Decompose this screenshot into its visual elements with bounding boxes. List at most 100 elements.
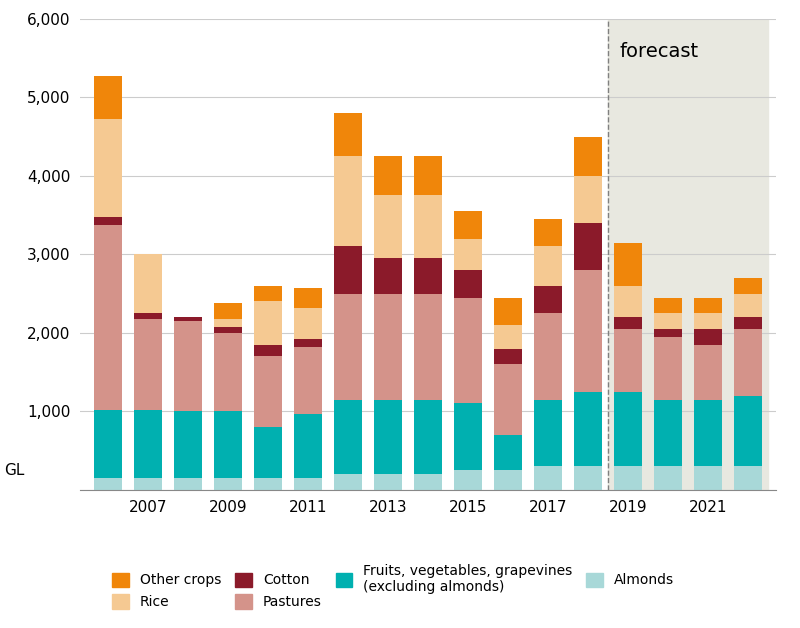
Bar — [694, 399, 722, 466]
Bar — [94, 217, 122, 225]
Bar — [294, 339, 322, 347]
Bar — [294, 347, 322, 414]
Bar — [94, 119, 122, 217]
Bar — [574, 176, 602, 223]
Bar — [574, 270, 602, 392]
Bar — [574, 466, 602, 490]
Text: forecast: forecast — [620, 42, 699, 62]
Bar — [454, 211, 482, 239]
Bar — [294, 414, 322, 478]
Bar — [734, 466, 762, 490]
Bar — [414, 195, 442, 258]
Bar — [654, 337, 682, 399]
Bar — [694, 329, 722, 345]
Bar — [494, 364, 522, 435]
Bar — [174, 478, 202, 490]
Bar — [734, 317, 762, 329]
Bar — [534, 246, 562, 286]
Bar — [174, 317, 202, 321]
Bar — [494, 298, 522, 325]
Bar — [414, 399, 442, 474]
Bar — [174, 321, 202, 411]
Bar — [214, 478, 242, 490]
Bar — [94, 76, 122, 119]
Bar — [94, 409, 122, 478]
Bar — [414, 474, 442, 490]
Bar — [494, 470, 522, 490]
Bar — [174, 411, 202, 478]
Bar — [534, 466, 562, 490]
Bar — [454, 404, 482, 470]
Bar — [294, 288, 322, 308]
Bar — [214, 327, 242, 333]
Bar — [254, 356, 282, 427]
Bar — [414, 294, 442, 399]
Bar — [414, 156, 442, 195]
Bar — [454, 270, 482, 298]
Text: GL: GL — [4, 463, 24, 478]
Legend: Other crops, Rice, Cotton, Pastures, Fruits, vegetables, grapevines
(excluding a: Other crops, Rice, Cotton, Pastures, Fru… — [106, 558, 680, 615]
Bar — [534, 313, 562, 399]
Bar — [654, 313, 682, 329]
Bar — [454, 298, 482, 404]
Bar — [694, 466, 722, 490]
Bar — [734, 293, 762, 317]
Bar — [574, 137, 602, 176]
Bar — [494, 349, 522, 364]
Bar — [214, 333, 242, 411]
Bar — [134, 320, 162, 409]
Bar — [534, 219, 562, 246]
Bar — [334, 474, 362, 490]
Bar — [534, 399, 562, 466]
Bar — [254, 286, 282, 301]
Bar — [534, 286, 562, 313]
Bar — [254, 427, 282, 478]
Bar — [134, 478, 162, 490]
Bar — [294, 308, 322, 339]
Bar — [574, 392, 602, 466]
Bar — [374, 195, 402, 258]
Bar — [574, 223, 602, 270]
Bar — [334, 156, 362, 246]
Bar — [654, 298, 682, 313]
Bar — [654, 399, 682, 466]
Bar — [614, 317, 642, 329]
Bar — [614, 286, 642, 317]
Bar — [494, 435, 522, 470]
Bar — [374, 156, 402, 195]
Bar — [454, 239, 482, 270]
Bar — [214, 303, 242, 319]
Bar — [374, 258, 402, 294]
Bar — [734, 396, 762, 466]
Bar — [694, 298, 722, 313]
Bar — [734, 278, 762, 294]
Bar — [694, 345, 722, 399]
Bar — [454, 470, 482, 490]
Bar — [374, 294, 402, 399]
Bar — [94, 478, 122, 490]
Bar — [614, 392, 642, 466]
Bar — [654, 466, 682, 490]
Bar — [134, 254, 162, 313]
Bar — [214, 411, 242, 478]
Bar — [134, 313, 162, 320]
Bar — [294, 478, 322, 490]
Bar — [614, 466, 642, 490]
Bar — [414, 258, 442, 294]
Bar — [608, 19, 768, 490]
Bar — [334, 399, 362, 474]
Bar — [374, 399, 402, 474]
Bar — [254, 345, 282, 356]
Bar — [334, 113, 362, 156]
Bar — [374, 474, 402, 490]
Bar — [734, 329, 762, 396]
Bar — [614, 242, 642, 286]
Bar — [254, 301, 282, 345]
Bar — [654, 329, 682, 337]
Bar — [214, 318, 242, 327]
Bar — [494, 325, 522, 349]
Bar — [134, 409, 162, 478]
Bar — [694, 313, 722, 329]
Bar — [254, 478, 282, 490]
Bar — [94, 225, 122, 409]
